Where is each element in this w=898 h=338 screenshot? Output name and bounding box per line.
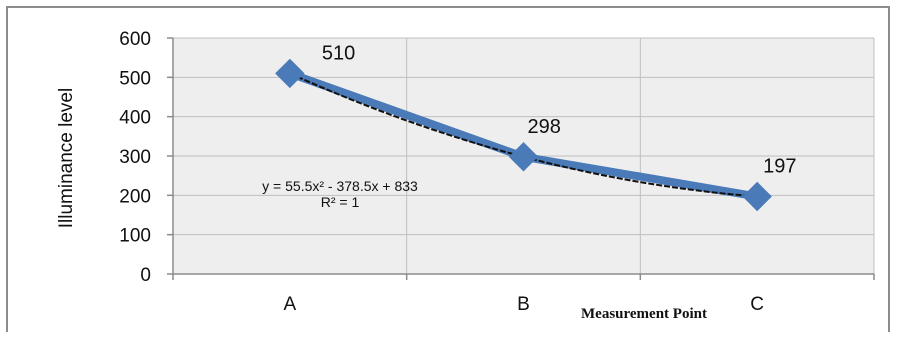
- trendline-equation: y = 55.5x² - 378.5x + 833: [262, 178, 418, 194]
- data-point-marker: [275, 58, 305, 89]
- data-labels: 510 298 197: [322, 42, 797, 177]
- y-tick-label: 300: [119, 147, 151, 168]
- y-tick-label: 400: [119, 108, 151, 129]
- y-tick-labels: 0 100 200 300 400 500 600: [119, 29, 151, 286]
- y-tick-label: 600: [119, 29, 151, 50]
- data-point-marker: [742, 181, 772, 212]
- markers-group: [275, 58, 772, 212]
- x-tick-label: B: [517, 294, 530, 315]
- data-point-marker: [508, 142, 539, 172]
- y-tick-label: 500: [119, 68, 151, 89]
- axes: [167, 37, 875, 280]
- data-label: 197: [763, 156, 796, 178]
- x-tick-label: C: [750, 294, 764, 315]
- trendline-r-squared: R² = 1: [321, 194, 360, 210]
- y-tick-label: 200: [119, 186, 151, 207]
- y-axis-label: Illuminance level: [56, 88, 77, 228]
- data-label: 298: [528, 116, 561, 138]
- y-tick-label: 100: [119, 226, 151, 247]
- x-tick-label: A: [283, 294, 296, 315]
- x-tick-labels: A B C: [283, 294, 764, 315]
- x-axis-label: Measurement Point: [581, 306, 707, 322]
- y-tick-label: 0: [140, 265, 151, 286]
- data-label: 510: [322, 42, 355, 64]
